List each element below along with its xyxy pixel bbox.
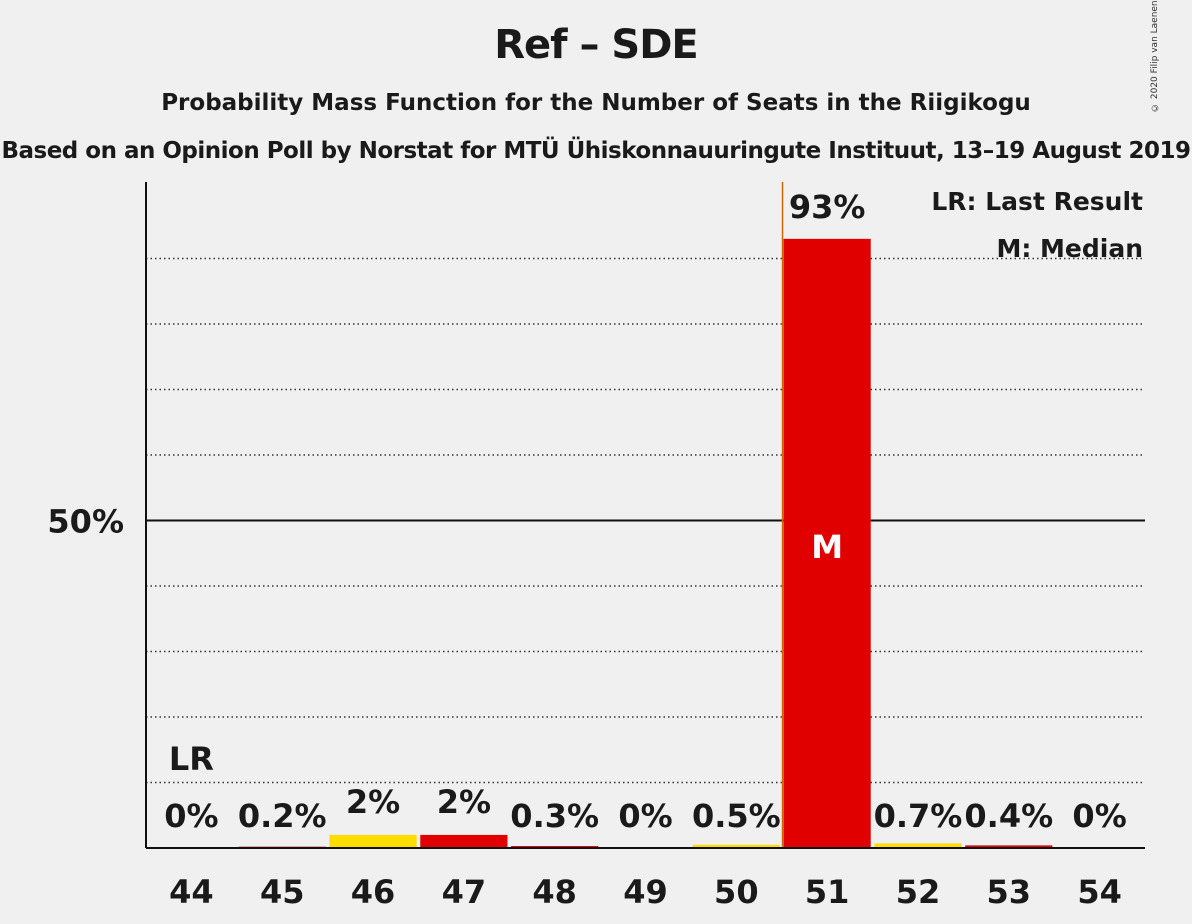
xtick-label-52: 52 — [896, 873, 941, 911]
xtick-label-53: 53 — [987, 873, 1032, 911]
xtick-label-45: 45 — [260, 873, 305, 911]
bar-50 — [692, 844, 780, 848]
xtick-label-48: 48 — [532, 873, 577, 911]
gridlines — [146, 257, 1145, 784]
xtick-label-49: 49 — [623, 873, 668, 911]
xtick-label-46: 46 — [351, 873, 396, 911]
bar-46 — [329, 834, 417, 848]
chart-title: Ref – SDE — [494, 22, 699, 68]
bar-53 — [965, 845, 1053, 848]
value-label-50: 0.5% — [692, 797, 781, 835]
last-result-marker: LR — [169, 740, 214, 778]
axes: 50% 44 45 46 47 48 49 50 51 52 53 54 — [47, 182, 1145, 911]
legend-item: LR: Last Result — [931, 187, 1143, 216]
value-label-52: 0.7% — [874, 797, 963, 835]
xtick-label-44: 44 — [169, 873, 214, 911]
xtick-label-51: 51 — [805, 873, 850, 911]
ytick-label: 50% — [47, 503, 124, 541]
bar-47 — [420, 834, 508, 848]
value-label-46: 2% — [346, 783, 400, 821]
value-label-49: 0% — [618, 797, 672, 835]
value-label-47: 2% — [437, 783, 491, 821]
median-marker: M — [811, 528, 843, 566]
chart-subtitle: Probability Mass Function for the Number… — [161, 90, 1031, 116]
bars — [238, 182, 1053, 849]
value-label-53: 0.4% — [964, 797, 1053, 835]
legend-item: M: Median — [996, 234, 1143, 263]
value-label-51: 93% — [789, 188, 866, 226]
value-label-45: 0.2% — [238, 797, 327, 835]
chart-source-subtitle: Based on an Opinion Poll by Norstat for … — [1, 138, 1191, 164]
legend: LR: Last Result M: Median — [931, 187, 1143, 263]
xtick-label-47: 47 — [442, 873, 487, 911]
labels: 0% 0.2% 2% 2% 0.3% 0% 0.5% 93% 0.7% 0.4% 0% M LR — [164, 188, 1127, 835]
value-label-48: 0.3% — [510, 797, 599, 835]
value-label-54: 0% — [1072, 797, 1126, 835]
xtick-label-54: 54 — [1077, 873, 1122, 911]
value-label-44: 0% — [164, 797, 218, 835]
bar-51 — [783, 238, 871, 849]
xtick-label-50: 50 — [714, 873, 759, 911]
bar-52 — [874, 843, 962, 848]
